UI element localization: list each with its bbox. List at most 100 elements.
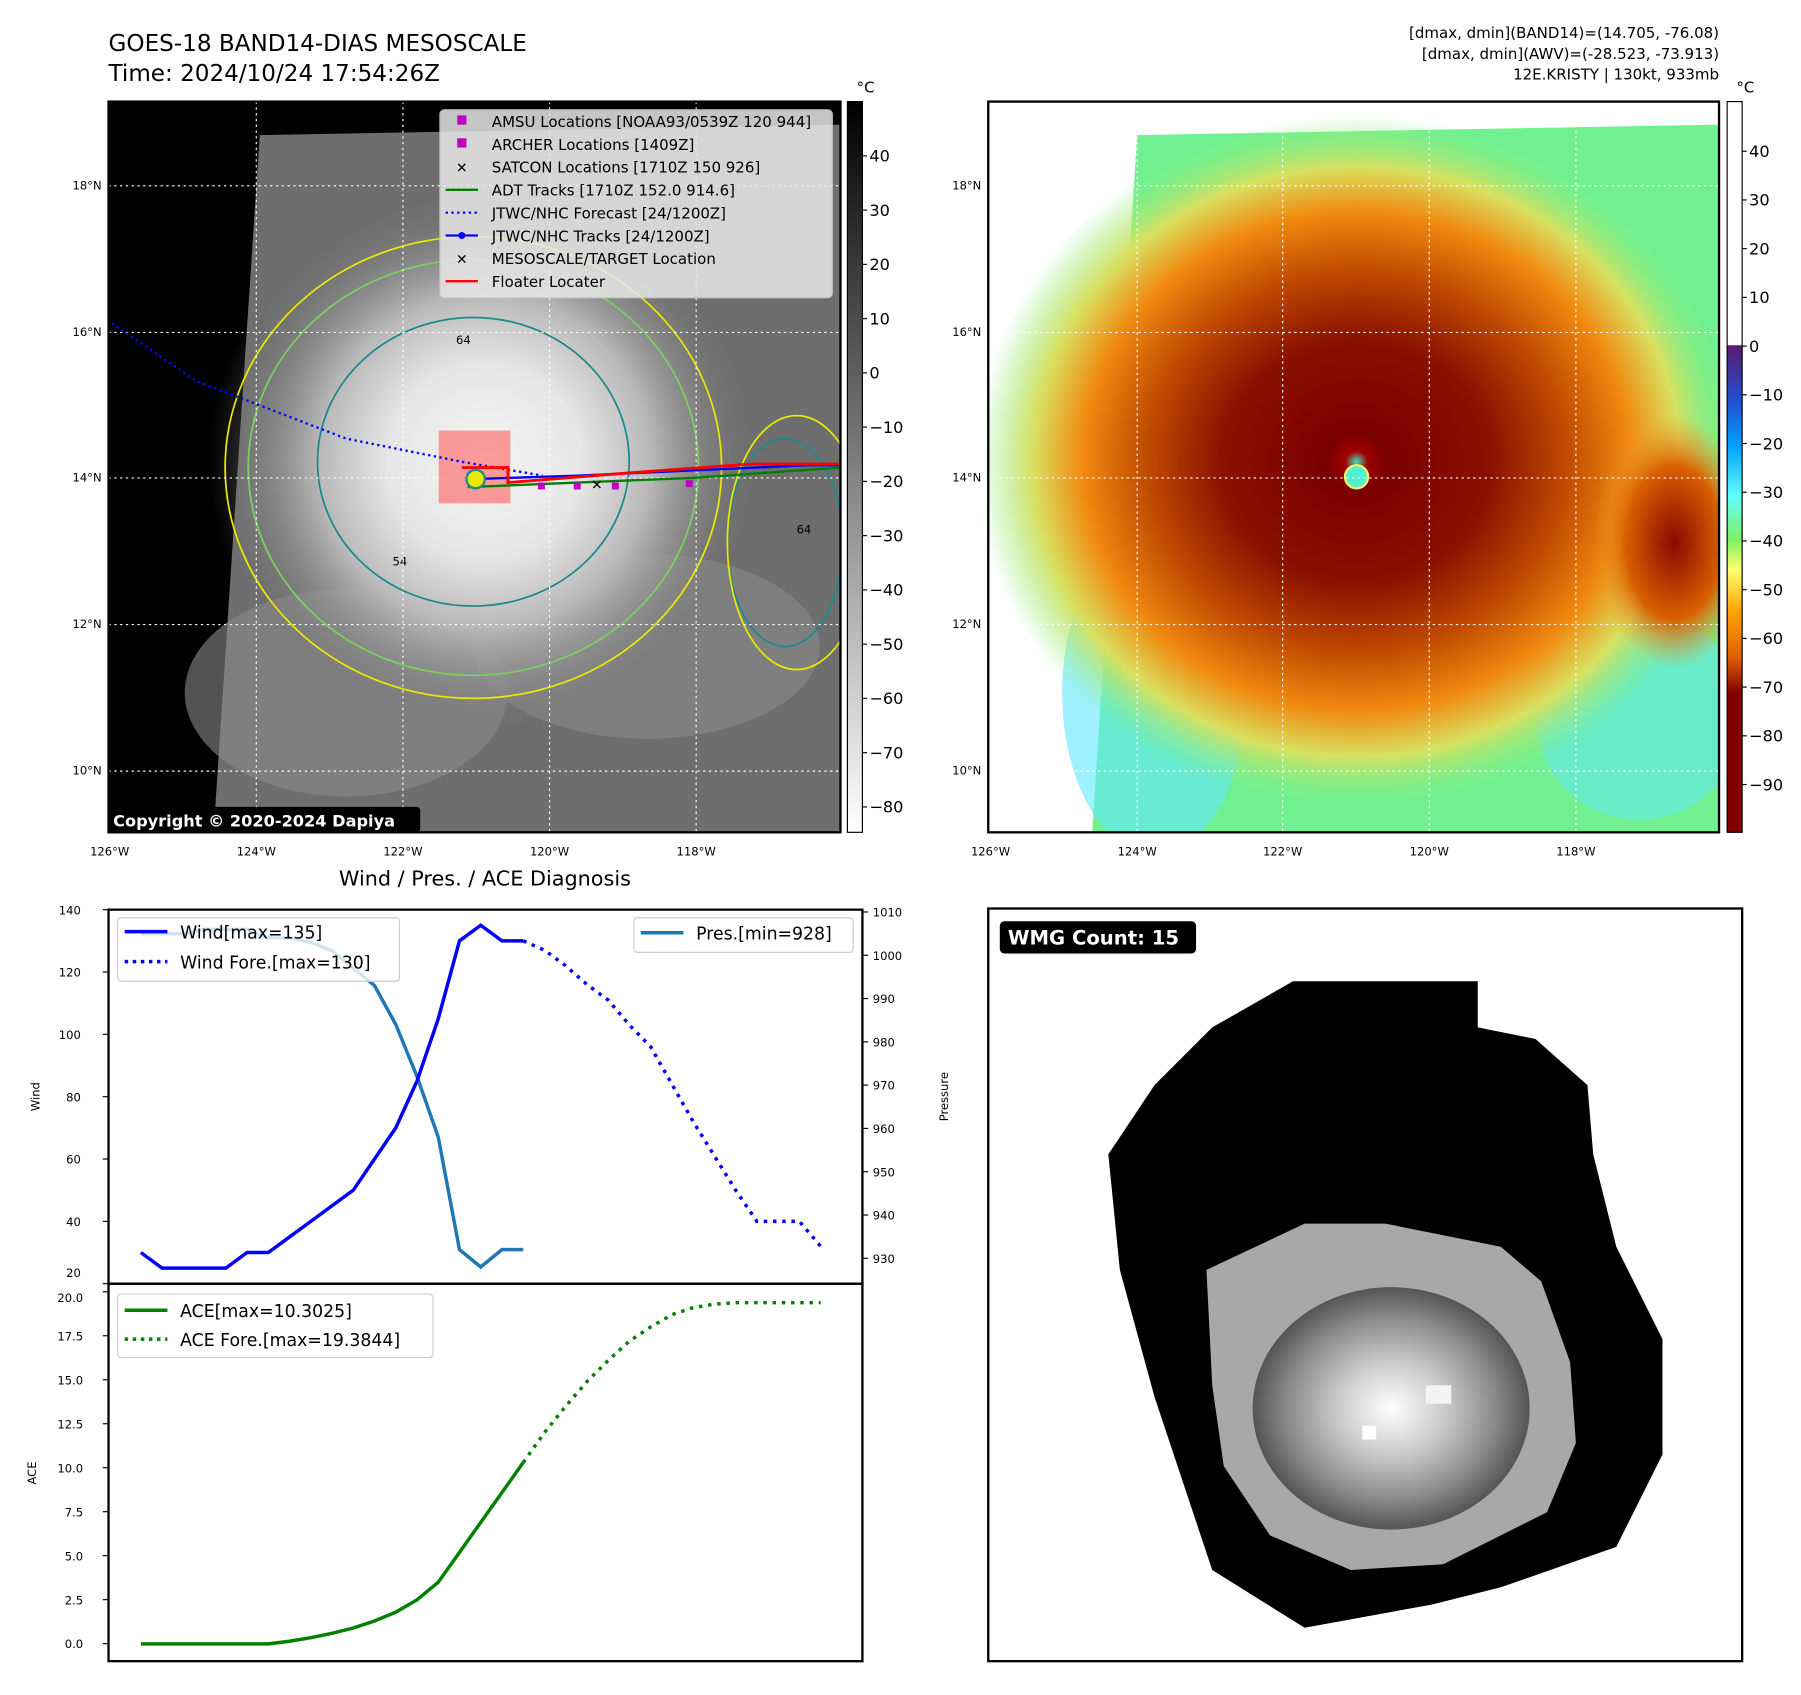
map-legend-label: ARCHER Locations [1409Z] xyxy=(492,136,695,154)
lat-label: 14°N xyxy=(73,470,102,484)
lon-label: 124°W xyxy=(237,844,277,858)
pressure-tick-label: 1000 xyxy=(873,949,902,963)
wmg-count-label: WMG Count: 15 xyxy=(1008,926,1179,949)
left-colorbar-tick: −10 xyxy=(869,418,903,437)
contour-label: 64 xyxy=(456,333,471,347)
map-legend-label: JTWC/NHC Tracks [24/1200Z] xyxy=(491,227,710,245)
figure-title: GOES-18 BAND14-DIAS MESOSCALE xyxy=(109,31,527,57)
lat-label: 10°N xyxy=(73,764,102,778)
right-colorbar-tick: 20 xyxy=(1749,239,1770,258)
wind-legend: Wind[max=135] Wind Fore.[max=130] xyxy=(118,918,400,981)
copyright-label: Copyright © 2020-2024 Dapiya xyxy=(113,812,395,831)
right-colorbar-tick: −20 xyxy=(1749,434,1783,453)
lon-label: 118°W xyxy=(677,844,717,858)
figure-time: Time: 2024/10/24 17:54:26Z xyxy=(108,61,440,87)
wind-tick-label: 140 xyxy=(59,903,81,917)
lat-label: 18°N xyxy=(952,178,981,192)
ace-forecast-line xyxy=(523,1303,820,1463)
storm-eye xyxy=(1345,465,1368,488)
map-legend-label: AMSU Locations [NOAA93/0539Z 120 944] xyxy=(492,113,811,131)
map-legend-item: ✕MESOSCALE/TARGET Location xyxy=(456,250,716,268)
ace-tick-label: 0.0 xyxy=(65,1637,83,1651)
ace-line xyxy=(141,1463,523,1644)
right-colorbar-tick: −40 xyxy=(1749,532,1783,551)
left-colorbar xyxy=(847,102,862,833)
map-legend-label: ADT Tracks [1710Z 152.0 914.6] xyxy=(492,182,735,200)
legend-pressure: Pres.[min=928] xyxy=(696,925,832,945)
wind-forecast-line xyxy=(523,941,820,1246)
ace-axis-label: ACE xyxy=(25,1461,39,1484)
ace-tick-label: 15.0 xyxy=(57,1373,83,1387)
x-marker-icon: ✕ xyxy=(456,161,468,177)
map-legend-item: AMSU Locations [NOAA93/0539Z 120 944] xyxy=(457,113,811,131)
info-storm: 12E.KRISTY | 130kt, 933mb xyxy=(1513,66,1719,84)
right-colorbar-tick: 0 xyxy=(1749,337,1759,356)
pressure-tick-label: 950 xyxy=(873,1165,895,1179)
left-colorbar-tick: −40 xyxy=(869,581,903,600)
lat-label: 12°N xyxy=(952,617,981,631)
contour-label: 54 xyxy=(393,555,408,569)
map-legend: AMSU Locations [NOAA93/0539Z 120 944] ARC… xyxy=(440,110,833,298)
square-marker-icon xyxy=(457,115,466,124)
info-band14-range: [dmax, dmin](BAND14)=(14.705, -76.08) xyxy=(1409,24,1719,42)
band14-map: 64 54 64 ✕ AMSU Locations [NOAA93/0539Z … xyxy=(109,102,866,833)
pressure-tick-label: 970 xyxy=(873,1079,895,1093)
lat-label: 16°N xyxy=(952,325,981,339)
map-legend-label: JTWC/NHC Forecast [24/1200Z] xyxy=(491,204,726,222)
lon-label: 126°W xyxy=(971,844,1011,858)
left-colorbar-tick: −20 xyxy=(869,472,903,491)
lon-label: 122°W xyxy=(383,844,423,858)
pressure-tick-label: 1010 xyxy=(873,906,902,920)
ace-tick-label: 20.0 xyxy=(57,1291,83,1305)
left-colorbar-unit: °C xyxy=(857,78,875,96)
map-legend-label: MESOSCALE/TARGET Location xyxy=(492,250,716,268)
right-colorbar-tick: −80 xyxy=(1749,727,1783,746)
left-colorbar-tick: 40 xyxy=(869,147,890,166)
lat-label: 10°N xyxy=(952,764,981,778)
left-colorbar-tick: −70 xyxy=(869,743,903,762)
legend-wind-forecast: Wind Fore.[max=130] xyxy=(180,954,370,974)
ace-legend: ACE[max=10.3025] ACE Fore.[max=19.3844] xyxy=(118,1294,433,1357)
lon-label: 122°W xyxy=(1263,844,1303,858)
pressure-tick-label: 960 xyxy=(873,1122,895,1136)
left-colorbar-tick: 30 xyxy=(869,201,890,220)
legend-wind: Wind[max=135] xyxy=(180,924,322,944)
map-legend-label: SATCON Locations [1710Z 150 926] xyxy=(492,159,760,177)
ace-tick-label: 5.0 xyxy=(65,1549,83,1563)
wind-tick-label: 120 xyxy=(59,966,81,980)
square-marker-icon xyxy=(457,138,466,147)
target-location-marker: ✕ xyxy=(591,477,603,493)
pressure-tick-label: 990 xyxy=(873,992,895,1006)
right-colorbar-tick: −70 xyxy=(1749,678,1783,697)
wind-tick-label: 40 xyxy=(66,1215,81,1229)
legend-ace: ACE[max=10.3025] xyxy=(180,1302,352,1322)
awv-map xyxy=(976,102,1755,855)
right-colorbar-tick: −60 xyxy=(1749,629,1783,648)
lon-label: 120°W xyxy=(1410,844,1450,858)
right-colorbar-tick: −30 xyxy=(1749,483,1783,502)
storm-eye xyxy=(466,470,484,488)
ace-tick-label: 7.5 xyxy=(65,1505,83,1519)
left-colorbar-tick: −80 xyxy=(869,798,903,817)
lat-label: 12°N xyxy=(73,617,102,631)
wind-tick-label: 60 xyxy=(66,1153,81,1167)
left-colorbar-tick: 20 xyxy=(869,255,890,274)
ace-tick-label: 12.5 xyxy=(57,1417,83,1431)
lon-label: 126°W xyxy=(90,844,130,858)
map-legend-label: Floater Locater xyxy=(492,273,606,291)
wind-tick-label: 80 xyxy=(66,1090,81,1104)
right-colorbar-tick: 10 xyxy=(1749,288,1770,307)
right-colorbar-tick: 40 xyxy=(1749,142,1770,161)
left-colorbar-tick: −30 xyxy=(869,526,903,545)
pressure-tick-label: 980 xyxy=(873,1035,895,1049)
pressure-legend: Pres.[min=928] xyxy=(634,918,853,953)
left-colorbar-tick: −50 xyxy=(869,635,903,654)
right-colorbar-tick: −10 xyxy=(1749,386,1783,405)
left-colorbar-tick: −60 xyxy=(869,689,903,708)
pressure-tick-label: 940 xyxy=(873,1209,895,1223)
lon-label: 120°W xyxy=(530,844,570,858)
right-colorbar-unit: °C xyxy=(1736,78,1754,96)
info-awv-range: [dmax, dmin](AWV)=(-28.523, -73.913) xyxy=(1422,45,1719,63)
